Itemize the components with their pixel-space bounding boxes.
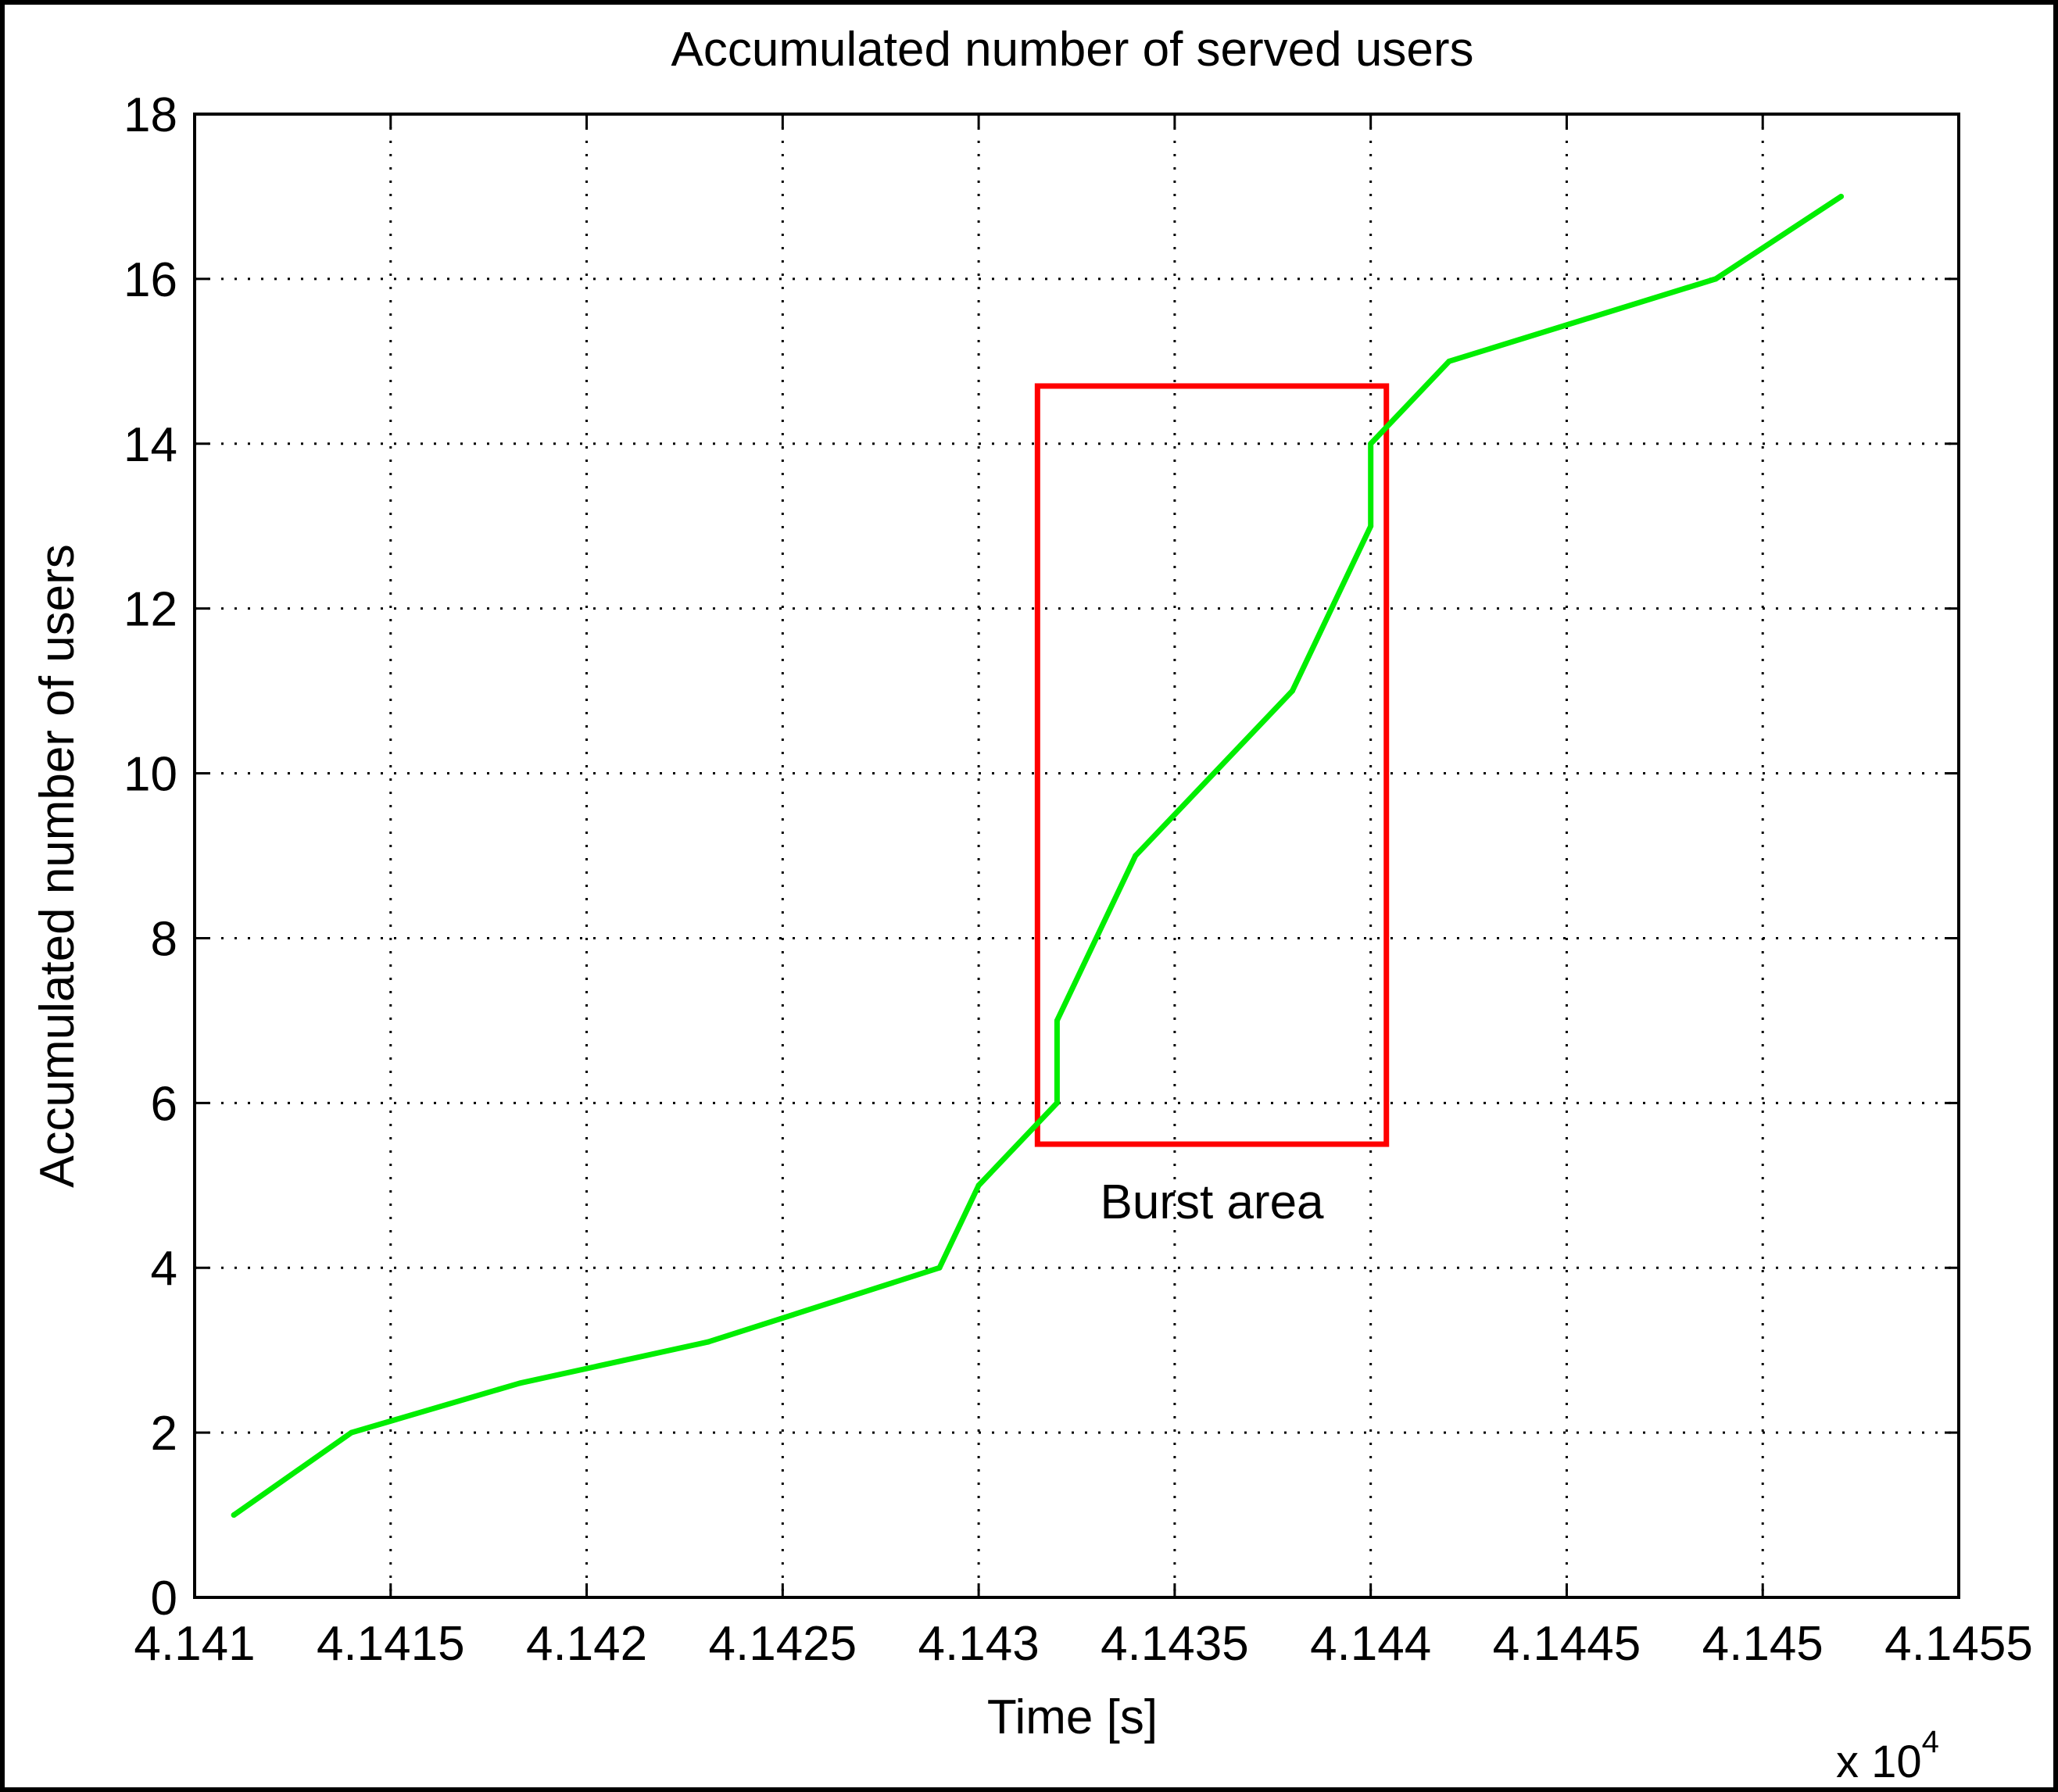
plot-area <box>193 113 1960 1599</box>
series-point <box>231 1512 237 1518</box>
x-multiplier-base: x 10 <box>1836 1737 1922 1787</box>
y-tick-label: 18 <box>123 88 177 142</box>
line-chart: Accumulated number of served users 4.141… <box>30 23 2033 1787</box>
x-tick-label: 4.143 <box>918 1617 1040 1671</box>
series-point <box>936 1264 943 1271</box>
y-tick-label: 12 <box>123 583 177 637</box>
x-axis-multiplier: x 104 <box>1836 1725 1939 1787</box>
series-point <box>1713 276 1719 282</box>
series-points <box>231 193 1845 1518</box>
x-tick-labels: 4.141 4.1415 4.142 4.1425 4.143 4.1435 4.144 4.… <box>134 1617 2032 1671</box>
series-point <box>349 1429 355 1436</box>
series-point <box>1838 193 1845 199</box>
x-tick-label: 4.1445 <box>1493 1617 1641 1671</box>
x-tick-label: 4.1415 <box>317 1617 465 1671</box>
series-point <box>1054 1018 1060 1024</box>
x-tick-label: 4.145 <box>1702 1617 1824 1671</box>
y-tick-label: 10 <box>123 748 177 802</box>
series-point <box>1289 688 1295 694</box>
y-tick-label: 0 <box>151 1572 177 1626</box>
series-point <box>1054 1100 1060 1106</box>
x-axis-label: Time [s] <box>987 1690 1158 1744</box>
y-tick-labels: 0 2 4 6 8 10 12 14 16 18 <box>123 88 177 1626</box>
y-tick-label: 6 <box>151 1077 177 1131</box>
x-tick-label: 4.142 <box>526 1617 647 1671</box>
grid-lines <box>195 114 1959 1597</box>
x-tick-label: 4.144 <box>1310 1617 1431 1671</box>
y-tick-label: 8 <box>151 912 177 966</box>
series-point <box>705 1339 711 1345</box>
series-point <box>975 1182 982 1189</box>
y-tick-label: 2 <box>151 1407 177 1461</box>
burst-area-label: Burst area <box>1101 1175 1325 1229</box>
x-tick-label: 4.1425 <box>709 1617 857 1671</box>
series-point <box>517 1380 523 1386</box>
x-tick-label: 4.1455 <box>1884 1617 2033 1671</box>
series-point <box>1368 523 1374 529</box>
x-tick-label: 4.1435 <box>1101 1617 1249 1671</box>
y-axis-label: Accumulated number of users <box>30 544 84 1188</box>
axis-ticks <box>193 113 1960 1599</box>
chart-title: Accumulated number of served users <box>671 23 1474 77</box>
x-multiplier-exponent: 4 <box>1922 1725 1939 1759</box>
series-point <box>1133 853 1139 859</box>
series-point <box>1368 441 1374 447</box>
x-tick-label: 4.141 <box>134 1617 255 1671</box>
y-tick-label: 16 <box>123 253 177 307</box>
y-tick-label: 4 <box>151 1242 177 1296</box>
series-point <box>1446 358 1452 364</box>
y-tick-label: 14 <box>123 418 177 472</box>
burst-area-box <box>1034 383 1390 1147</box>
